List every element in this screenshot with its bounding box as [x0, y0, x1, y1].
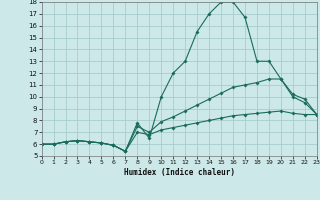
X-axis label: Humidex (Indice chaleur): Humidex (Indice chaleur)	[124, 168, 235, 177]
